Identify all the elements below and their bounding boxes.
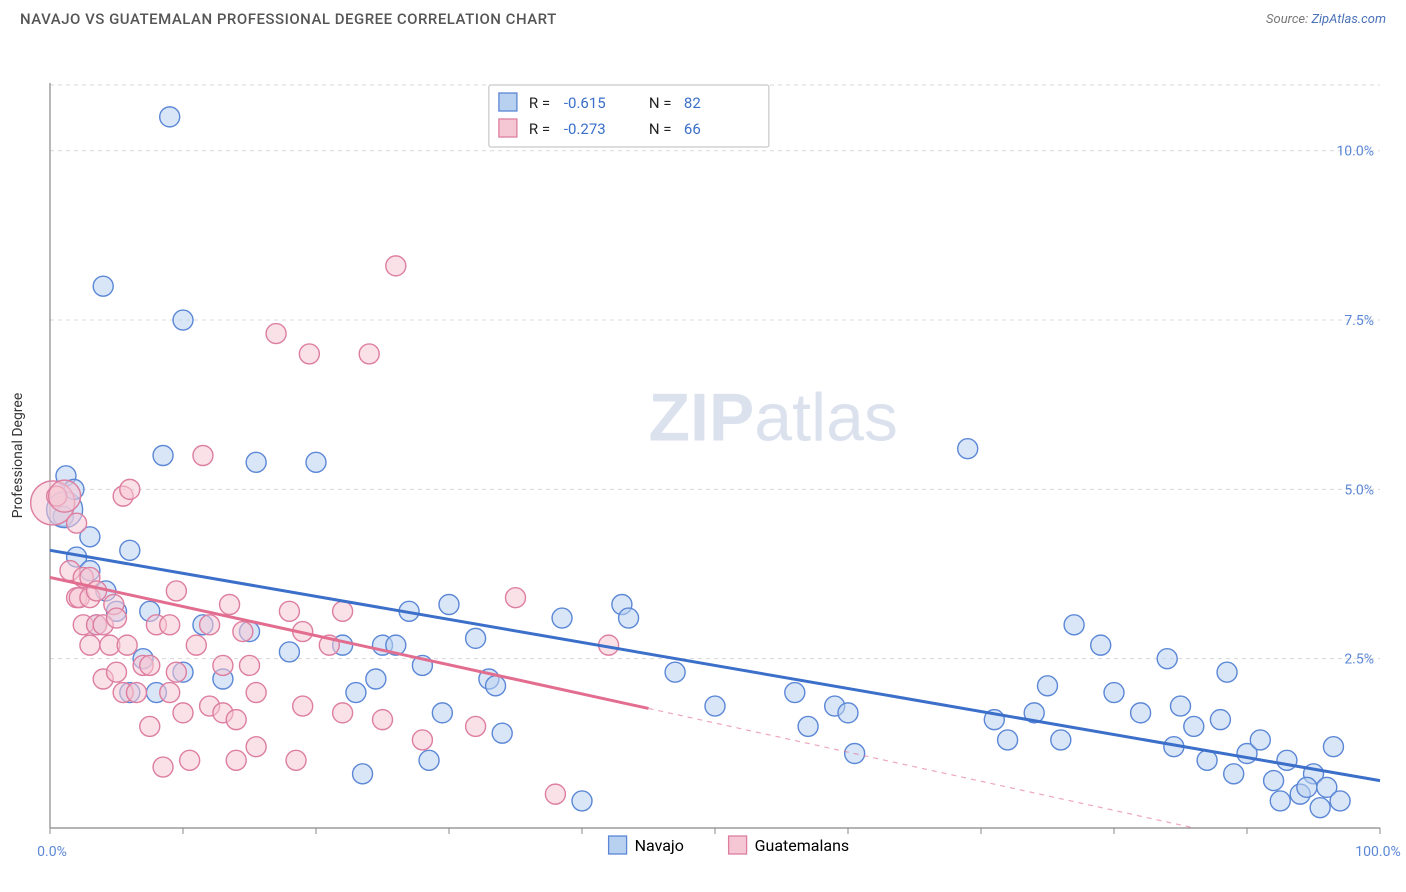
- chart-title: NAVAJO VS GUATEMALAN PROFESSIONAL DEGREE…: [20, 10, 557, 28]
- svg-text:ZIPatlas: ZIPatlas: [649, 380, 898, 456]
- svg-text:66: 66: [684, 120, 701, 138]
- svg-text:Professional Degree: Professional Degree: [10, 393, 26, 519]
- scatter-chart: 2.5% 5.0% 7.5% 10.0% ZIPatlas 0.0% 100.0% Profe…: [0, 28, 1406, 878]
- svg-text:N =: N =: [649, 94, 672, 112]
- chart-header: NAVAJO VS GUATEMALAN PROFESSIONAL DEGREE…: [0, 0, 1406, 28]
- svg-text:5.0%: 5.0%: [1344, 482, 1374, 498]
- svg-text:100.0%: 100.0%: [1355, 844, 1400, 860]
- source-prefix: Source:: [1266, 12, 1311, 27]
- svg-text:7.5%: 7.5%: [1344, 313, 1374, 329]
- svg-text:Guatemalans: Guatemalans: [755, 836, 850, 855]
- svg-text:0.0%: 0.0%: [37, 844, 67, 860]
- svg-text:2.5%: 2.5%: [1344, 652, 1374, 668]
- chart-source: Source: ZipAtlas.com: [1266, 12, 1386, 27]
- svg-text:-0.615: -0.615: [564, 94, 606, 112]
- svg-text:Navajo: Navajo: [635, 836, 684, 855]
- svg-text:10.0%: 10.0%: [1336, 144, 1374, 160]
- svg-text:-0.273: -0.273: [564, 120, 606, 138]
- svg-text:R =: R =: [529, 94, 550, 112]
- svg-text:R =: R =: [529, 120, 550, 138]
- chart-svg: 2.5% 5.0% 7.5% 10.0% ZIPatlas 0.0% 100.0% Profe…: [0, 28, 1406, 878]
- source-link[interactable]: ZipAtlas.com: [1311, 12, 1386, 27]
- svg-text:N =: N =: [649, 120, 672, 138]
- svg-text:82: 82: [684, 94, 701, 112]
